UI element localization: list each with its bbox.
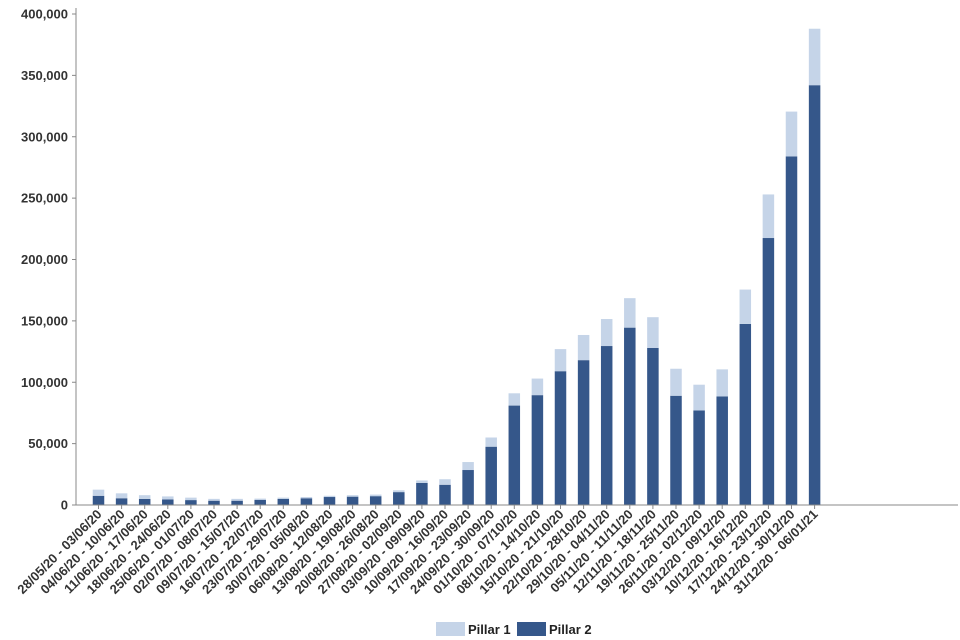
bar-segment-pillar-1 xyxy=(531,378,544,396)
bar-segment-pillar-1 xyxy=(323,495,336,498)
bar-segment-pillar-1 xyxy=(554,349,567,372)
legend-label-pillar-1: Pillar 1 xyxy=(468,622,511,637)
bar-segment-pillar-2 xyxy=(138,498,151,505)
bar-segment-pillar-1 xyxy=(462,462,474,471)
bar-segment-pillar-2 xyxy=(346,496,359,505)
legend-swatch-pillar-1 xyxy=(436,622,465,636)
bar-segment-pillar-2 xyxy=(531,395,544,505)
bar-segment-pillar-2 xyxy=(577,360,590,505)
bar-segment-pillar-1 xyxy=(716,369,728,397)
bar-segment-pillar-1 xyxy=(138,495,151,499)
bar-segment-pillar-2 xyxy=(162,499,174,505)
legend-label-pillar-2: Pillar 2 xyxy=(549,622,592,637)
bar-segment-pillar-2 xyxy=(693,410,705,505)
y-tick-label: 350,000 xyxy=(21,68,68,83)
bar-segment-pillar-1 xyxy=(577,334,590,361)
bar-segment-pillar-1 xyxy=(208,498,220,501)
bar-segment-pillar-2 xyxy=(508,405,521,505)
bar-segment-pillar-2 xyxy=(762,238,775,505)
bars xyxy=(92,28,821,505)
bar-segment-pillar-1 xyxy=(785,111,798,157)
bar-segment-pillar-1 xyxy=(254,498,266,500)
bar-segment-pillar-2 xyxy=(785,156,798,505)
y-tick-label: 400,000 xyxy=(21,7,68,22)
bar-segment-pillar-2 xyxy=(323,497,336,505)
bar-segment-pillar-2 xyxy=(300,498,313,505)
legend-swatch-pillar-2 xyxy=(517,622,546,636)
bar-segment-pillar-2 xyxy=(231,500,243,505)
bar-segment-pillar-1 xyxy=(693,384,705,411)
bar-segment-pillar-1 xyxy=(115,493,128,499)
bar-segment-pillar-2 xyxy=(115,498,128,505)
bar-segment-pillar-1 xyxy=(508,393,521,406)
bar-segment-pillar-2 xyxy=(485,446,497,505)
bar-segment-pillar-1 xyxy=(92,489,105,496)
y-tick-label: 150,000 xyxy=(21,313,68,328)
y-tick-label: 0 xyxy=(61,498,68,513)
legend: Pillar 1 Pillar 2 xyxy=(436,622,592,637)
bar-segment-pillar-2 xyxy=(554,371,567,505)
bar-segment-pillar-2 xyxy=(92,495,105,505)
bar-segment-pillar-2 xyxy=(277,498,290,505)
bar-segment-pillar-2 xyxy=(416,482,428,505)
bar-segment-pillar-2 xyxy=(439,484,451,505)
bar-segment-pillar-2 xyxy=(670,395,682,505)
y-tick-label: 50,000 xyxy=(28,436,68,451)
bar-segment-pillar-2 xyxy=(600,346,613,505)
bar-segment-pillar-1 xyxy=(762,194,775,239)
bar-segment-pillar-2 xyxy=(647,347,659,505)
y-tick-label: 100,000 xyxy=(21,375,68,390)
bar-segment-pillar-1 xyxy=(300,497,313,499)
bar-segment-pillar-1 xyxy=(162,496,174,500)
bar-segment-pillar-2 xyxy=(624,327,636,505)
bar-segment-pillar-1 xyxy=(739,289,752,324)
bar-segment-pillar-1 xyxy=(485,437,497,447)
bar-segment-pillar-2 xyxy=(808,85,821,505)
bar-segment-pillar-1 xyxy=(231,498,243,501)
bar-segment-pillar-2 xyxy=(369,496,382,505)
bar-segment-pillar-1 xyxy=(277,497,290,499)
y-axis: 0 50,000 100,000 150,000 200,000 250,000 300,0… xyxy=(21,7,77,513)
bar-segment-pillar-1 xyxy=(808,28,821,86)
bar-segment-pillar-1 xyxy=(369,494,382,497)
bar-segment-pillar-2 xyxy=(185,500,197,505)
y-tick-label: 250,000 xyxy=(21,191,68,206)
bar-segment-pillar-1 xyxy=(647,317,659,348)
bar-segment-pillar-1 xyxy=(393,490,405,493)
bar-segment-pillar-1 xyxy=(439,479,451,485)
bar-segment-pillar-1 xyxy=(600,319,613,347)
bar-segment-pillar-1 xyxy=(346,495,359,497)
bar-segment-pillar-1 xyxy=(670,368,682,396)
bar-segment-pillar-2 xyxy=(739,323,752,505)
y-tick-label: 300,000 xyxy=(21,129,68,144)
y-tick-label: 200,000 xyxy=(21,252,68,267)
bar-segment-pillar-2 xyxy=(716,396,728,505)
bar-segment-pillar-2 xyxy=(462,470,474,505)
bar-segment-pillar-2 xyxy=(208,500,220,505)
bar-segment-pillar-1 xyxy=(624,298,636,328)
bar-segment-pillar-1 xyxy=(185,497,197,501)
bar-segment-pillar-1 xyxy=(416,480,428,483)
bar-segment-pillar-2 xyxy=(393,492,405,505)
bar-segment-pillar-2 xyxy=(254,499,266,505)
